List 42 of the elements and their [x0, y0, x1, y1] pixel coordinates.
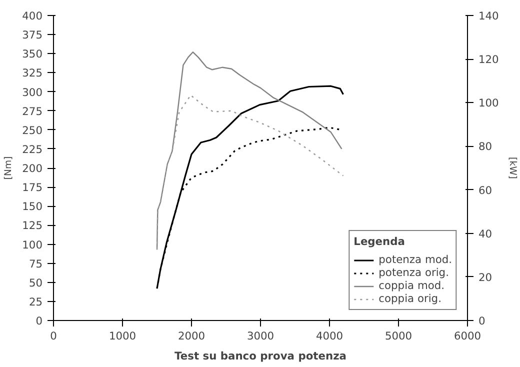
x-tick-label: 1000: [108, 330, 136, 342]
y-tick-label: 300: [22, 86, 43, 99]
y-tick-label: 25: [28, 295, 43, 308]
y-tick-label: 275: [22, 104, 43, 118]
x-tick-label: 3000: [246, 330, 274, 342]
line-series: [156, 52, 342, 250]
y-tick-label: 100: [22, 238, 43, 252]
y-tick-label: 125: [22, 219, 43, 232]
y2-tick-label: 40: [478, 227, 492, 240]
x-tick-label: 2000: [178, 330, 206, 342]
y-tick-label: 75: [28, 257, 43, 270]
text: Test su banco prova potenza: [174, 350, 346, 362]
y2-tick-label: 140: [478, 10, 500, 22]
y-tick-label: 225: [22, 142, 43, 156]
y2-tick-label: 120: [478, 53, 500, 66]
y2-tick-label: 20: [478, 270, 492, 284]
y-tick-label: 175: [22, 181, 43, 194]
x-tick-label: 6000: [454, 330, 482, 342]
line-series: [156, 94, 344, 250]
y-tick-label: 0: [36, 314, 43, 328]
legend-label: potenza mod.: [378, 253, 452, 266]
y2-axis-title: [kW]: [506, 157, 518, 179]
x-tick-label: 0: [50, 330, 58, 342]
y-tick-label: 375: [22, 28, 43, 42]
y-tick-label: 50: [28, 276, 43, 290]
y-tick-label: 200: [22, 162, 43, 175]
y2-tick-label: 60: [478, 184, 492, 197]
y2-tick-label: 80: [478, 140, 492, 154]
legend-label: potenza orig.: [378, 266, 449, 279]
y-axis-title: [Nm]: [3, 156, 14, 180]
x-tick-label: 5000: [384, 330, 412, 342]
x-tick-label: 4000: [316, 330, 344, 342]
y-tick-label: 150: [22, 200, 43, 214]
y2-tick-label: 100: [478, 96, 500, 110]
y-tick-label: 325: [22, 66, 43, 80]
y2-tick-label: 0: [478, 314, 486, 328]
legend-title: Legenda: [354, 235, 406, 248]
y-tick-label: 400: [22, 10, 43, 22]
legend-label: coppia mod.: [378, 279, 444, 292]
y-tick-label: 250: [22, 124, 43, 137]
legend-label: coppia orig.: [378, 292, 442, 305]
y-tick-label: 350: [22, 48, 43, 61]
